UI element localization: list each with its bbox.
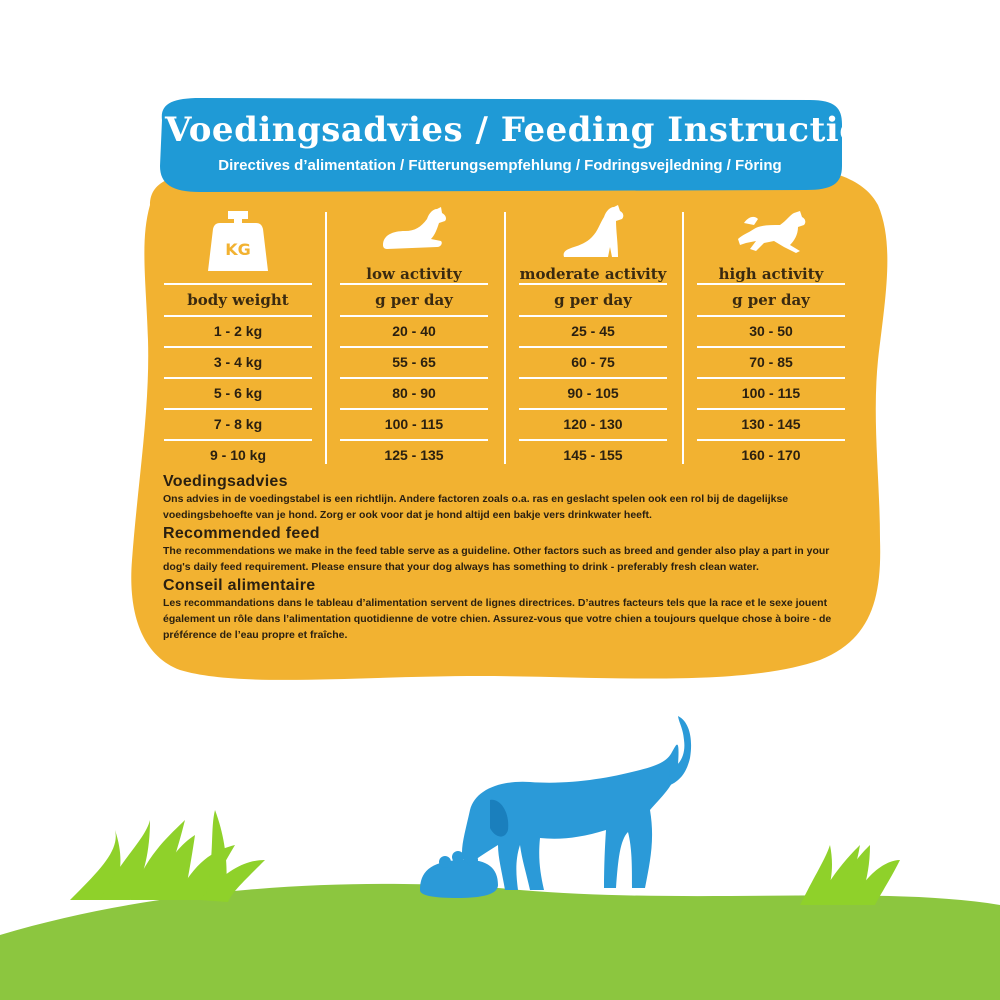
table-cell: 30 - 50 — [697, 317, 845, 348]
table-cell: 7 - 8 kg — [164, 410, 312, 441]
column-divider — [325, 212, 327, 464]
lying-dog-icon — [383, 207, 446, 249]
table-cell: 9 - 10 kg — [209, 447, 267, 463]
weight-unit-header: body weight — [164, 283, 312, 317]
note-text: The recommendations we make in the feed … — [163, 545, 830, 573]
column-divider — [504, 212, 506, 464]
table-cell: 130 - 145 — [697, 410, 845, 441]
table-cell: 120 - 130 — [519, 410, 667, 441]
note-text: Les recommandations dans le tableau d’al… — [163, 597, 832, 641]
sitting-dog-icon — [563, 205, 624, 257]
note-heading: Recommended feed — [163, 525, 320, 542]
table-cell: 3 - 4 kg — [164, 348, 312, 379]
kg-weight-icon: KG — [208, 211, 268, 271]
table-cell: 80 - 90 — [340, 379, 488, 410]
dog-eating-from-bowl-icon — [420, 716, 692, 898]
weight-column: KG body weight 1 - 2 kg 3 - 4 kg 5 - 6 k… — [164, 205, 312, 470]
grass-tuft-left — [70, 810, 265, 902]
title-banner — [160, 98, 842, 192]
table-cell: 60 - 75 — [519, 348, 667, 379]
page-subtitle: Directives d’alimentation / Fütterungsem… — [218, 157, 782, 174]
moderate-activity-column: moderate activity g per day 25 - 45 60 -… — [519, 205, 667, 470]
activity-label: high activity — [718, 265, 824, 283]
table-cell: 145 - 155 — [563, 447, 623, 463]
note-english: Recommended feed The recommendations we … — [163, 525, 853, 575]
table-cell: 125 - 135 — [384, 447, 444, 463]
running-dog-icon — [738, 211, 806, 253]
note-heading: Voedingsadvies — [163, 473, 288, 490]
activity-label: low activity — [366, 265, 462, 283]
note-text: Ons advies in de voedingstabel is een ri… — [163, 493, 789, 521]
note-heading: Conseil alimentaire — [163, 577, 316, 594]
feeding-card — [131, 165, 888, 680]
column-divider — [682, 212, 684, 464]
grass-tuft-right — [800, 845, 900, 905]
feeding-notes: Voedingsadvies Ons advies in de voedings… — [163, 473, 853, 645]
table-cell: 20 - 40 — [340, 317, 488, 348]
note-dutch: Voedingsadvies Ons advies in de voedings… — [163, 473, 853, 523]
unit-header: g per day — [697, 283, 845, 317]
note-french: Conseil alimentaire Les recommandations … — [163, 577, 853, 643]
table-cell: 5 - 6 kg — [164, 379, 312, 410]
table-cell: 1 - 2 kg — [164, 317, 312, 348]
activity-label: moderate activity — [519, 265, 667, 283]
table-cell: 100 - 115 — [340, 410, 488, 441]
unit-header: g per day — [519, 283, 667, 317]
high-activity-column: high activity g per day 30 - 50 70 - 85 … — [697, 205, 845, 470]
low-activity-column: low activity g per day 20 - 40 55 - 65 8… — [340, 205, 488, 470]
grass-hill — [0, 883, 1000, 1000]
table-cell: 160 - 170 — [741, 447, 801, 463]
unit-header: g per day — [340, 283, 488, 317]
table-cell: 25 - 45 — [519, 317, 667, 348]
table-cell: 55 - 65 — [340, 348, 488, 379]
kg-icon-label: KG — [225, 240, 251, 259]
table-cell: 90 - 105 — [519, 379, 667, 410]
page-title: Voedingsadvies / Feeding Instruction — [165, 110, 888, 150]
table-cell: 70 - 85 — [697, 348, 845, 379]
table-cell: 100 - 115 — [697, 379, 845, 410]
